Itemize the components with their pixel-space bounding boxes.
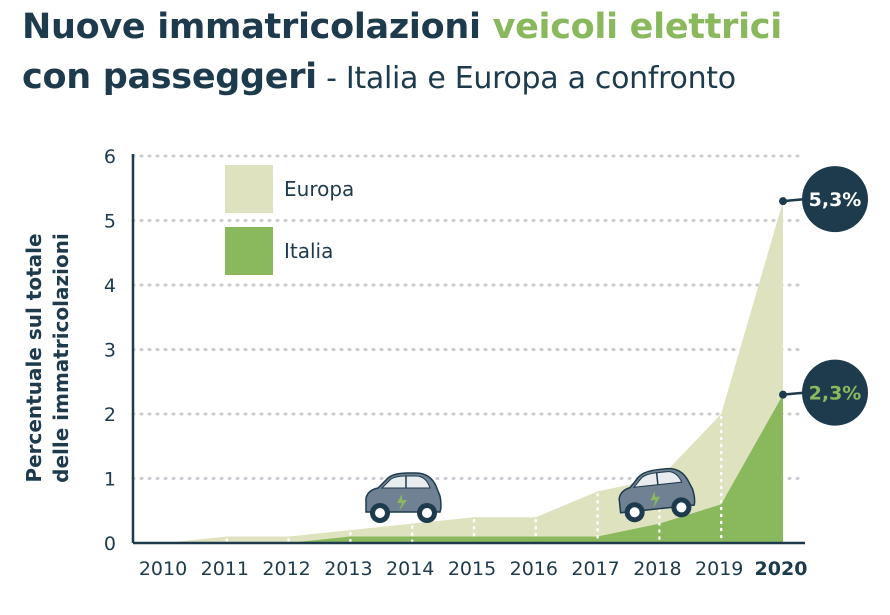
callout-label-0: 5,3% <box>809 189 862 211</box>
legend-swatch-europa <box>225 165 273 213</box>
legend: Europa Italia <box>225 165 354 275</box>
y-tick-1: 1 <box>104 469 116 491</box>
car-icon-2018 <box>618 467 696 523</box>
y-tick-4: 4 <box>104 275 116 297</box>
x-tick-2011: 2011 <box>201 558 249 580</box>
tick-labels: 0 1 2 3 4 5 6 2010 2011 2012 2013 2014 2015 2016 2017 2… <box>104 146 808 580</box>
title-sub: - Italia e Europa a confronto <box>316 61 736 96</box>
axes <box>131 154 805 545</box>
callout-label-1: 2,3% <box>809 383 862 405</box>
callout-badge-0 <box>802 166 868 233</box>
legend-label-europa: Europa <box>284 177 354 201</box>
y-tick-2: 2 <box>104 404 116 426</box>
callout-badge-1 <box>802 359 868 426</box>
callout-dot-1 <box>779 390 787 399</box>
x-tick-2018: 2018 <box>633 558 681 580</box>
value-callouts: 5,3% 2,3% <box>779 166 868 426</box>
year-guides <box>225 415 723 543</box>
chart-title: Nuove immatricolazioni veicoli elettrici… <box>22 2 782 104</box>
x-tick-2016: 2016 <box>510 558 558 580</box>
y-tick-0: 0 <box>104 533 116 555</box>
car-icon-2014 <box>365 472 442 523</box>
x-tick-2013: 2013 <box>324 558 372 580</box>
x-tick-2012: 2012 <box>262 558 310 580</box>
x-tick-2010: 2010 <box>139 558 187 580</box>
x-tick-2020: 2020 <box>755 558 808 580</box>
callout-dot-0 <box>779 197 787 206</box>
y-tick-5: 5 <box>104 211 116 233</box>
legend-label-italia: Italia <box>284 239 333 263</box>
legend-swatch-italia <box>225 227 273 275</box>
y-tick-6: 6 <box>104 146 116 168</box>
x-tick-2015: 2015 <box>448 558 496 580</box>
car-icons <box>365 467 696 523</box>
x-tick-2019: 2019 <box>695 558 743 580</box>
x-tick-2014: 2014 <box>386 558 434 580</box>
title-accent: veicoli elettrici <box>492 7 783 47</box>
title-part2: con passeggeri <box>22 57 317 97</box>
title-part1: Nuove immatricolazioni <box>22 7 493 47</box>
y-tick-3: 3 <box>104 340 116 362</box>
x-tick-2017: 2017 <box>571 558 619 580</box>
